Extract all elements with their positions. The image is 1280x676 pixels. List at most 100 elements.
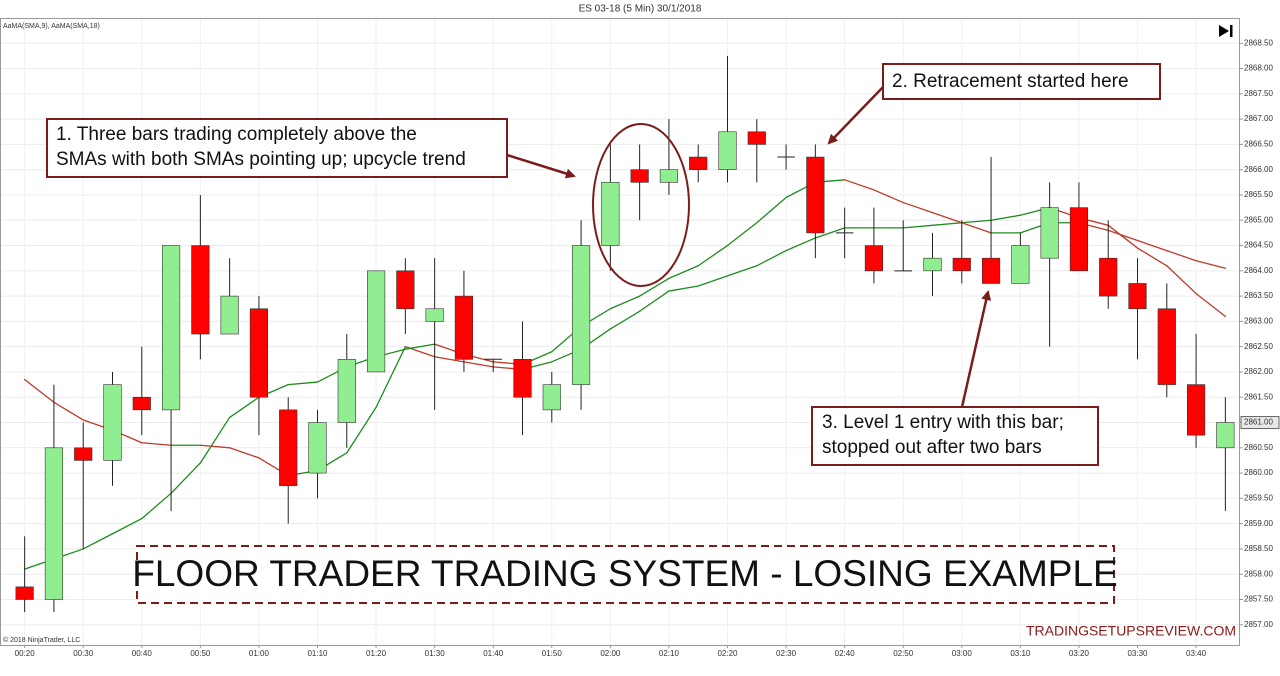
moving-average-segment <box>756 249 787 267</box>
moving-average-segment <box>404 343 436 350</box>
moving-average-segment <box>1166 249 1197 262</box>
y-tick-label: 2865.50 <box>1244 190 1273 199</box>
last-price-box <box>1240 416 1280 430</box>
candle-body <box>337 359 356 423</box>
candle-body <box>630 169 649 183</box>
candle-body <box>220 295 239 335</box>
scroll-end-icon[interactable] <box>1219 25 1233 37</box>
annotation-text: stopped out after two bars <box>822 437 1042 458</box>
y-tick-label: 2860.50 <box>1244 443 1273 452</box>
y-tick-label: 2860.00 <box>1244 468 1273 477</box>
candle-body <box>103 384 122 461</box>
x-tick-label: 03:30 <box>1127 649 1148 658</box>
candle-body <box>1186 384 1206 436</box>
moving-average-segment <box>1107 229 1139 242</box>
moving-average-segment <box>638 290 670 312</box>
y-tick-label: 2867.00 <box>1244 114 1273 123</box>
candle-body <box>132 396 151 411</box>
candle-body <box>366 270 386 373</box>
y-tick-label: 2857.50 <box>1244 595 1273 604</box>
moving-average-segment <box>873 189 904 204</box>
x-tick-label: 01:30 <box>425 649 446 658</box>
x-tick-label: 02:30 <box>776 649 797 658</box>
banner-box <box>136 545 1115 604</box>
y-tick-label: 2865.00 <box>1244 215 1273 224</box>
y-tick-label: 2863.00 <box>1244 316 1273 325</box>
moving-average-segment <box>961 219 992 224</box>
y-tick-label: 2858.00 <box>1244 569 1273 578</box>
arrow <box>827 85 885 145</box>
moving-average-segment <box>1136 247 1168 267</box>
moving-average-segment <box>228 447 260 459</box>
icon-bar <box>1230 25 1233 37</box>
moving-average-segment <box>931 222 963 226</box>
annotation-text: 1. Three bars trading completely above t… <box>56 124 417 145</box>
candle-body <box>1157 308 1176 385</box>
watermark: TRADINGSETUPSREVIEW.COM <box>1026 623 1236 639</box>
y-tick-label: 2858.50 <box>1244 544 1273 553</box>
moving-average-segment <box>1136 239 1168 252</box>
candle-body <box>1069 207 1089 272</box>
candle-body <box>513 359 532 398</box>
moving-average-segment <box>463 361 494 368</box>
candle-body <box>1040 207 1059 259</box>
candle-body <box>601 182 620 246</box>
y-tick-label: 2861.50 <box>1244 392 1273 401</box>
candle-body <box>689 156 708 170</box>
moving-average-segment <box>668 285 699 292</box>
annotation-box <box>46 118 508 178</box>
moving-average-segment <box>609 295 641 310</box>
candle-body <box>249 308 269 398</box>
candle-body <box>454 295 474 360</box>
x-tick-label: 03:40 <box>1186 649 1207 658</box>
copyright: © 2018 NinjaTrader, LLC <box>3 636 80 644</box>
moving-average-segment <box>53 401 84 421</box>
arrow <box>960 290 992 408</box>
moving-average-segment <box>228 396 260 419</box>
x-tick-label: 00:20 <box>15 649 36 658</box>
y-tick-label: 2857.00 <box>1244 620 1273 629</box>
candle-body <box>396 270 415 310</box>
y-tick-label: 2864.50 <box>1244 241 1273 250</box>
candle-body <box>659 169 679 183</box>
moving-average-segment <box>814 227 846 239</box>
candle-body <box>1216 422 1235 449</box>
last-price-label: 2861.00 <box>1244 418 1273 427</box>
x-tick-label: 00:40 <box>132 649 153 658</box>
moving-average-segment <box>638 277 670 297</box>
moving-average-segment <box>23 378 55 403</box>
annotation-box <box>882 63 1161 100</box>
x-tick-label: 02:00 <box>600 649 621 658</box>
moving-average-segment <box>433 356 465 363</box>
candle-body <box>74 447 93 461</box>
moving-average-segment <box>902 201 934 214</box>
candle-body <box>1011 245 1030 284</box>
moving-average-segment <box>199 416 231 464</box>
candle-body <box>161 245 181 411</box>
candle-body <box>44 447 64 600</box>
moving-average-segment <box>287 381 319 386</box>
moving-average-segment <box>141 442 172 446</box>
x-tick-label: 00:30 <box>73 649 94 658</box>
y-tick-label: 2863.50 <box>1244 291 1273 300</box>
x-tick-label: 02:10 <box>659 649 680 658</box>
moving-average-segment <box>697 244 729 267</box>
moving-average-segment <box>1195 260 1227 269</box>
moving-average-segment <box>697 275 729 287</box>
moving-average-segment <box>843 179 875 191</box>
arrow <box>506 153 576 179</box>
moving-average-segment <box>199 444 231 449</box>
moving-average-segment <box>82 533 114 550</box>
x-tick-label: 03:20 <box>1069 649 1090 658</box>
highlight-ellipse <box>592 123 690 287</box>
candle-body <box>425 308 444 322</box>
annotation-text: 2. Retracement started here <box>892 71 1129 92</box>
moving-average-segment <box>931 212 963 224</box>
candle-body <box>308 422 327 474</box>
moving-average-segment <box>1195 292 1227 317</box>
x-tick-label: 03:00 <box>952 649 973 658</box>
moving-average-segment <box>111 517 143 535</box>
y-tick-label: 2859.50 <box>1244 493 1273 502</box>
candle-body <box>1099 257 1118 297</box>
x-tick-label: 02:20 <box>717 649 738 658</box>
